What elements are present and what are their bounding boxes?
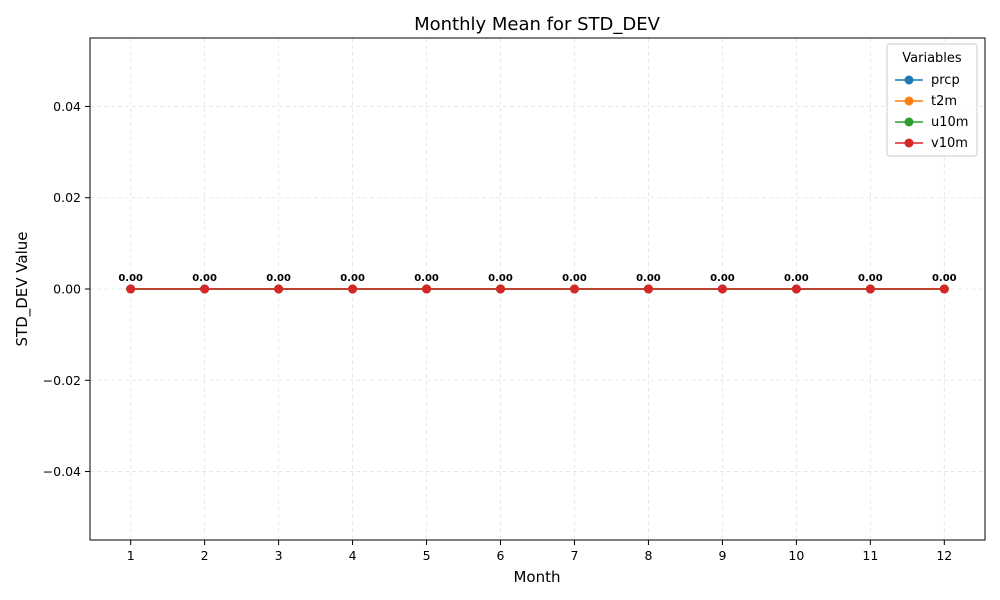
y-tick-label: 0.04 [53,99,81,114]
legend-marker [904,138,914,148]
x-tick-label: 7 [571,548,579,563]
data-point-v10m [200,284,210,294]
data-label: 0.00 [192,273,217,284]
chart-title: Monthly Mean for STD_DEV [414,14,661,35]
data-label: 0.00 [488,273,513,284]
legend-marker [904,96,914,106]
data-point-v10m [274,284,284,294]
y-tick-label: −0.02 [43,373,81,388]
data-label: 0.00 [932,273,957,284]
x-tick-label: 10 [788,548,804,563]
x-tick-label: 8 [644,548,652,563]
y-tick-label: 0.00 [53,282,81,297]
axes: 1 2 3 4 5 6 7 8 9 10 11 12−0.04−0.020.000.020.04 [43,37,986,563]
data-label: 0.00 [784,273,809,284]
data-point-v10m [865,284,875,294]
x-tick-label: 2 [201,548,209,563]
y-tick-label: 0.02 [53,190,81,205]
series-layer [126,284,949,294]
legend-item-u10m: u10m [895,115,968,130]
data-point-v10m [496,284,506,294]
series-v10m [126,284,949,294]
legend-label: u10m [931,115,968,130]
data-point-v10m [939,284,949,294]
data-label: 0.00 [562,273,587,284]
x-tick-label: 6 [497,548,505,563]
legend-marker [904,75,914,85]
x-tick-label: 4 [349,548,357,563]
legend-label: v10m [931,136,968,151]
x-axis-label: Month [513,568,560,586]
data-point-v10m [422,284,432,294]
data-point-v10m [569,284,579,294]
x-tick-label: 9 [718,548,726,563]
legend-box [886,43,978,157]
data-point-v10m [717,284,727,294]
x-tick-label: 3 [275,548,283,563]
data-label: 0.00 [340,273,365,284]
x-tick-label: 11 [862,548,878,563]
data-label: 0.00 [710,273,735,284]
legend-label: t2m [931,94,957,109]
legend-item-prcp: prcp [895,73,960,88]
legend-item-t2m: t2m [895,94,957,109]
legend-label: prcp [931,73,960,88]
legend: Variables prcp t2m u10m v10m [886,43,978,157]
y-axis-label: STD_DEV Value [13,232,32,347]
x-tick-label: 12 [936,548,952,563]
y-tick-label: −0.04 [43,464,81,479]
data-labels: 0.00 0.00 0.00 0.00 0.00 0.00 0.00 0.00 0.00 0.00… [118,273,956,284]
data-point-v10m [126,284,136,294]
data-label: 0.00 [636,273,661,284]
data-point-v10m [348,284,358,294]
data-point-v10m [643,284,653,294]
x-tick-label: 1 [127,548,135,563]
legend-title: Variables [902,51,962,66]
legend-item-v10m: v10m [895,136,968,151]
data-label: 0.00 [266,273,291,284]
legend-marker [904,117,914,127]
data-label: 0.00 [118,273,143,284]
data-label: 0.00 [414,273,439,284]
data-point-v10m [791,284,801,294]
data-label: 0.00 [858,273,883,284]
x-tick-label: 5 [423,548,431,563]
